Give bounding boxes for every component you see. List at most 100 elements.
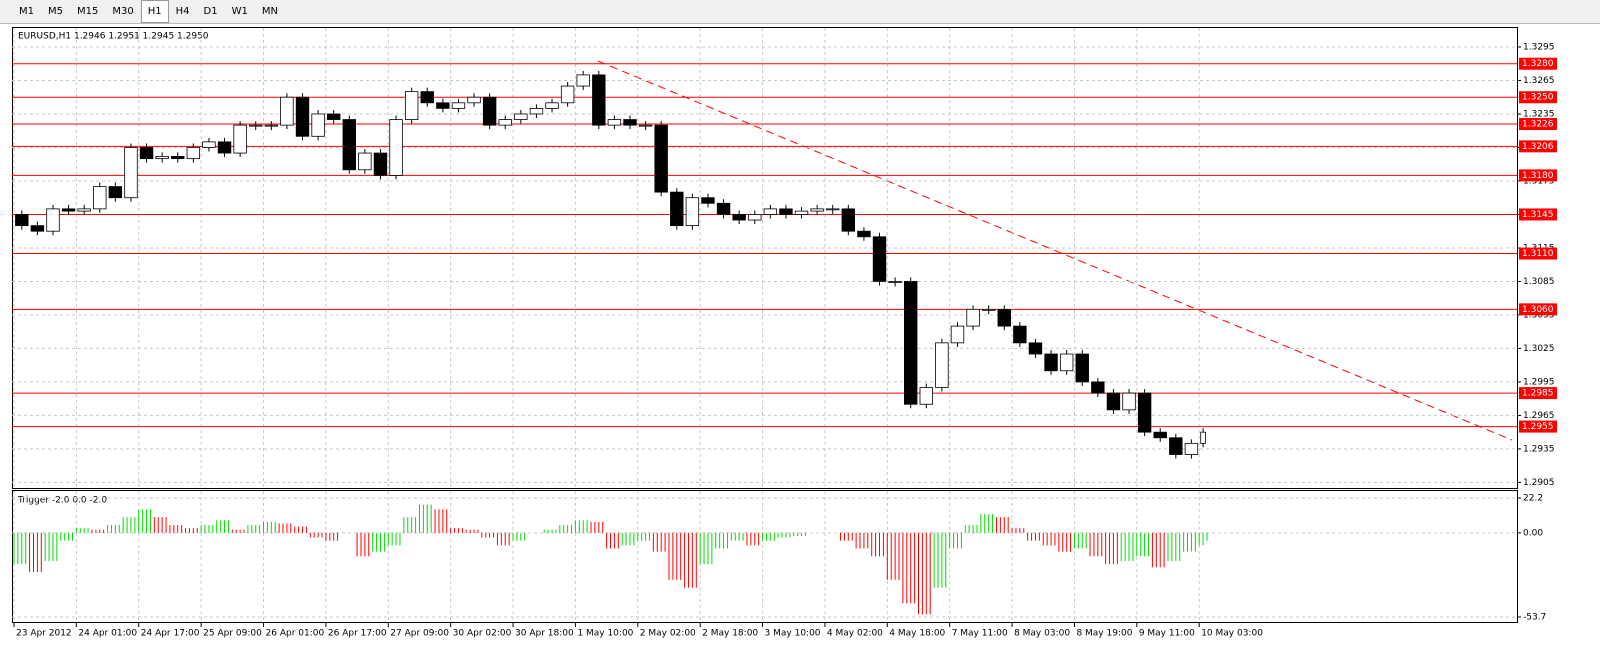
candle-body [1169, 437, 1183, 455]
candle-body [826, 208, 840, 211]
x-tick-label: 4 May 18:00 [889, 629, 945, 639]
candle-body [576, 74, 590, 87]
candle-body [249, 124, 263, 127]
candle-body [794, 210, 809, 215]
candle-body [514, 113, 528, 120]
candle-body [139, 147, 154, 160]
candle-body [202, 141, 216, 148]
y-tick-label: 1.3295 [1523, 42, 1555, 52]
x-tick-label: 30 Apr 18:00 [515, 629, 574, 639]
level-label: 1.2985 [1522, 389, 1554, 399]
y-tick-label: 0.00 [1523, 528, 1543, 538]
candle-body [1044, 353, 1058, 372]
candle-body [1075, 353, 1089, 383]
x-tick-label: 3 May 10:00 [765, 629, 821, 639]
candle-body [732, 214, 746, 221]
timeframe-button[interactable]: M30 [112, 6, 134, 17]
timeframe-button[interactable]: D1 [203, 6, 218, 17]
level-tag [1519, 118, 1557, 131]
candle-body [342, 119, 356, 171]
y-tick-label: 1.2935 [1523, 444, 1555, 454]
candle-body [966, 308, 980, 327]
x-tick-label: 30 Apr 02:00 [453, 629, 512, 639]
x-tick-label: 25 Apr 09:00 [203, 629, 262, 639]
level-label: 1.3226 [1522, 120, 1554, 130]
level-label: 1.3180 [1522, 171, 1554, 181]
level-label: 1.3280 [1522, 59, 1554, 69]
candle-body [373, 152, 388, 176]
x-tick-label: 26 Apr 17:00 [328, 629, 387, 639]
candle-body [670, 191, 684, 227]
candle-body [810, 208, 824, 212]
timeframe-button[interactable]: H4 [175, 6, 190, 17]
level-label: 1.2955 [1522, 422, 1554, 432]
y-tick-label: 1.3025 [1523, 344, 1555, 354]
candle-body [358, 152, 372, 171]
candle-body [545, 102, 559, 109]
candle-body [919, 387, 933, 405]
x-tick-label: 10 May 03:00 [1201, 629, 1263, 639]
candle-body [482, 96, 497, 126]
candle-body [592, 74, 606, 126]
timeframe-button[interactable]: W1 [231, 6, 248, 17]
y-tick-label: 1.2995 [1523, 377, 1555, 387]
x-tick-label: 8 May 03:00 [1014, 629, 1070, 639]
level-tag [1519, 247, 1557, 260]
level-tag [1519, 91, 1557, 104]
candle-body [716, 202, 731, 215]
candle-body [779, 208, 793, 215]
candle-body [935, 342, 949, 388]
candle-body [997, 308, 1011, 327]
level-tag [1519, 387, 1557, 400]
level-tag [1519, 140, 1557, 153]
candle-body [763, 208, 778, 215]
candle-body [233, 124, 247, 154]
x-tick-label: 8 May 19:00 [1076, 629, 1132, 639]
y-tick-label: -53.7 [1523, 612, 1546, 622]
y-tick-label: 1.2905 [1523, 478, 1555, 488]
candle-body [389, 119, 403, 176]
timeframe-button[interactable]: H1 [140, 0, 169, 23]
x-tick-label: 26 Apr 01:00 [266, 629, 325, 639]
candle-body [46, 208, 60, 232]
candle-body [124, 147, 138, 199]
indicator-frame [12, 490, 1518, 623]
x-tick-label: 24 Apr 17:00 [141, 629, 200, 639]
indicator-title: Trigger -2.0 0.0 -2.0 [17, 496, 107, 506]
x-tick-label: 9 May 11:00 [1139, 629, 1195, 639]
candle-body [529, 107, 544, 115]
candle-body [872, 236, 887, 282]
candle-body [1200, 431, 1206, 444]
x-tick-label: 2 May 02:00 [640, 629, 696, 639]
level-tag [1519, 208, 1557, 221]
candle-body [326, 113, 341, 120]
candle-body [701, 197, 715, 204]
candle-body [1106, 392, 1121, 411]
x-tick-label: 2 May 18:00 [702, 629, 758, 639]
timeframe-button[interactable]: M5 [48, 6, 63, 17]
timeframe-button[interactable]: MN [261, 6, 278, 17]
timeframe-button[interactable]: M1 [19, 6, 34, 17]
candle-body [1184, 442, 1199, 455]
y-tick-label: 22.2 [1523, 494, 1543, 504]
level-label: 1.3145 [1522, 210, 1554, 220]
candle-body [436, 102, 450, 109]
candle-body [295, 96, 310, 137]
candle-body [1091, 381, 1105, 394]
chart: EURUSD,H1 1.2946 1.2951 1.2945 1.2950 Tr… [0, 24, 1600, 657]
candle-body [654, 124, 668, 193]
candle-body [280, 96, 294, 126]
candle-body [888, 281, 902, 283]
candle-body [404, 91, 419, 120]
timeframe-button[interactable]: M15 [77, 6, 99, 17]
candle-body [451, 102, 466, 109]
level-tag [1519, 169, 1557, 182]
candle-body [1153, 431, 1167, 439]
candle-body [981, 308, 996, 311]
candle-body [1028, 342, 1043, 355]
candle-body [1137, 392, 1152, 433]
level-label: 1.3206 [1522, 142, 1554, 152]
toolbar: M1 M5 M15 M30 H1 H4 D1 W1 MN [0, 0, 1600, 24]
candle-body [155, 155, 169, 160]
level-label: 1.3250 [1522, 93, 1554, 103]
